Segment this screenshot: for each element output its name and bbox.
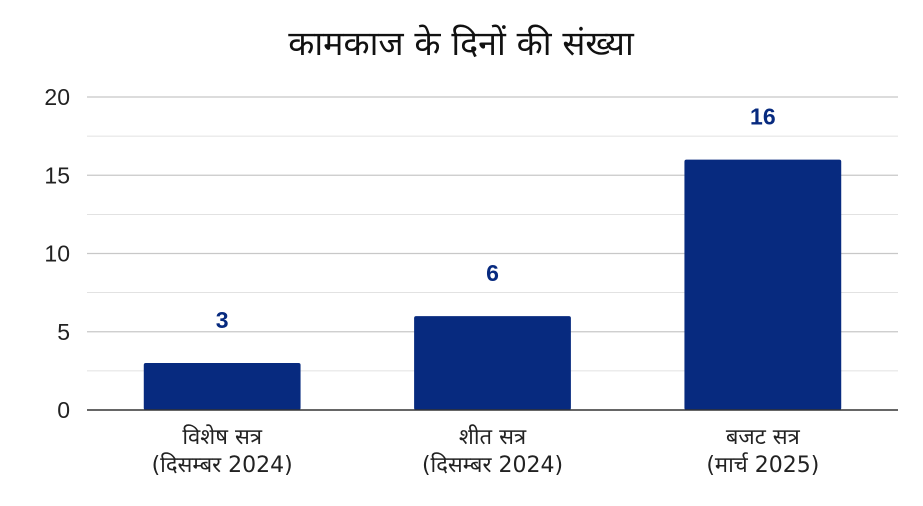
data-label: 3	[216, 307, 229, 333]
y-tick-label: 15	[44, 162, 70, 188]
chart-title: कामकाज के दिनों की संख्या	[288, 24, 635, 64]
x-tick-label: (दिसम्बर 2024)	[152, 452, 293, 478]
y-tick-label: 0	[57, 397, 70, 423]
x-tick-label: विशेष सत्र	[182, 424, 262, 450]
value-labels: 3 6 16	[216, 104, 776, 333]
y-axis-ticks: 0 5 10 15 20	[44, 84, 70, 423]
x-axis-categories: विशेष सत्र(दिसम्बर 2024)शीत सत्र(दिसम्बर…	[152, 424, 820, 478]
y-tick-label: 20	[44, 84, 70, 110]
bar	[143, 363, 301, 410]
x-tick-label: (मार्च 2025)	[706, 452, 819, 478]
data-label: 16	[750, 104, 776, 130]
data-label: 6	[486, 260, 499, 286]
y-tick-label: 10	[44, 241, 70, 267]
x-tick-label: बजट सत्र	[726, 425, 801, 450]
bars	[143, 159, 842, 410]
y-tick-label: 5	[57, 319, 70, 345]
x-tick-label: (दिसम्बर 2024)	[422, 452, 563, 478]
bar	[684, 159, 842, 410]
bar	[414, 316, 571, 410]
x-tick-label: शीत सत्र	[459, 424, 527, 450]
